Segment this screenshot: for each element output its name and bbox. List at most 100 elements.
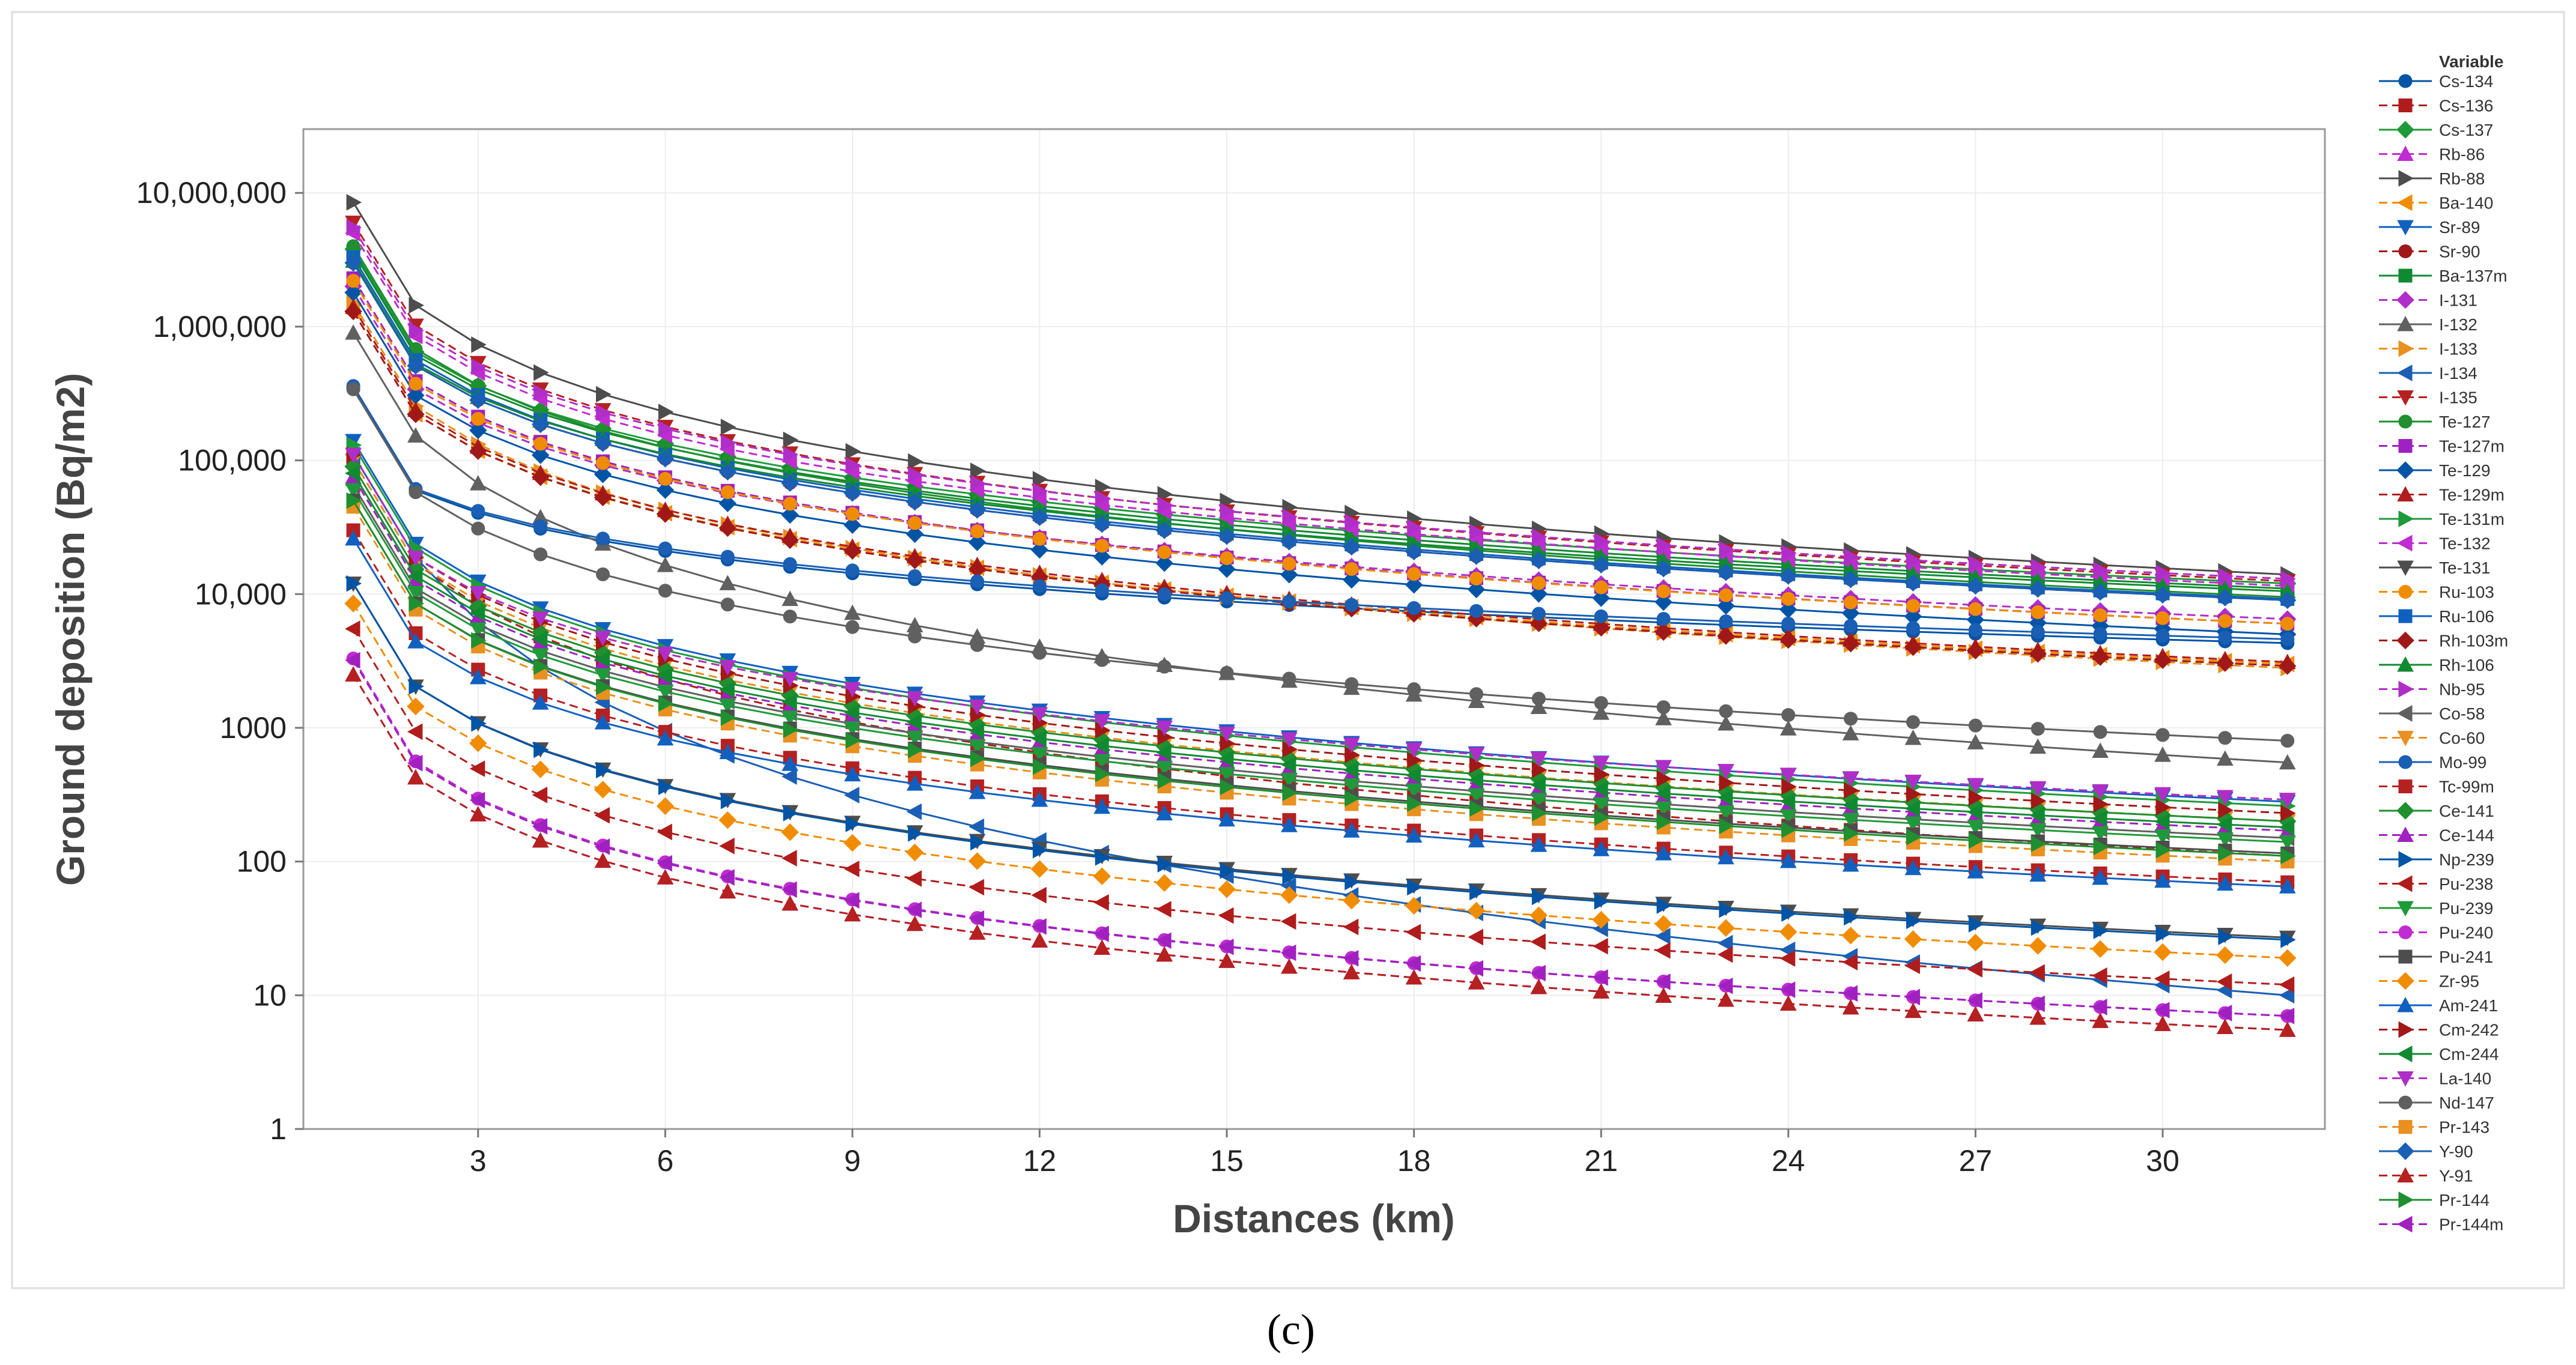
- data-point: [594, 807, 610, 824]
- legend-item-pr-143: Pr-143: [2379, 1118, 2489, 1137]
- series-line: [352, 389, 2288, 742]
- data-point: [346, 575, 362, 592]
- data-point: [1593, 841, 1610, 856]
- data-point: [2280, 847, 2296, 865]
- data-point: [1531, 805, 1548, 822]
- data-point: [1468, 747, 1485, 763]
- data-point: [1592, 555, 1610, 574]
- data-point: [1530, 698, 1548, 715]
- data-point: [594, 852, 612, 868]
- data-point: [1844, 595, 1858, 610]
- data-point: [2398, 925, 2413, 939]
- data-point: [2218, 802, 2234, 819]
- legend-label: Ce-144: [2439, 826, 2494, 845]
- legend-label: Te-127m: [2439, 437, 2505, 456]
- data-point: [594, 631, 612, 646]
- data-point: [1281, 772, 1298, 788]
- data-point: [2278, 657, 2297, 675]
- data-point: [2396, 291, 2414, 309]
- data-point: [1781, 708, 1796, 722]
- data-point: [1218, 750, 1234, 767]
- data-point: [1531, 888, 1548, 906]
- series-line: [352, 473, 2288, 829]
- data-point: [1530, 793, 1548, 808]
- data-point: [719, 681, 735, 698]
- data-point: [1717, 563, 1735, 581]
- data-point: [1405, 783, 1423, 799]
- y-tick-label: 10,000: [195, 577, 287, 611]
- data-point: [1156, 901, 1171, 918]
- data-point: [843, 516, 861, 534]
- data-point: [2029, 823, 2047, 839]
- data-point: [1968, 832, 1984, 849]
- data-point: [1844, 548, 1859, 565]
- data-point: [908, 516, 922, 530]
- data-point: [407, 697, 425, 716]
- data-point: [1280, 756, 1296, 773]
- data-point: [596, 761, 612, 779]
- data-point: [1592, 619, 1610, 637]
- data-point: [657, 869, 674, 885]
- data-point: [594, 465, 612, 483]
- data-point: [968, 784, 986, 799]
- data-point: [1218, 767, 1235, 782]
- legend-item-pu-240: Pu-240: [2379, 924, 2493, 942]
- data-point: [1467, 580, 1486, 599]
- data-point: [1842, 999, 1859, 1015]
- data-point: [906, 901, 922, 919]
- data-point: [407, 586, 424, 602]
- data-point: [968, 879, 985, 896]
- data-point: [968, 910, 985, 927]
- legend-label: Te-131m: [2439, 510, 2505, 528]
- data-point: [469, 442, 487, 460]
- data-point: [1655, 710, 1672, 725]
- data-point: [2398, 755, 2413, 769]
- data-point: [843, 704, 860, 721]
- data-point: [2397, 390, 2414, 406]
- data-point: [2396, 461, 2414, 479]
- data-point: [2154, 586, 2172, 604]
- data-point: [2396, 1215, 2413, 1233]
- data-point: [1656, 770, 1672, 787]
- data-point: [2398, 1120, 2413, 1134]
- data-point: [469, 806, 487, 822]
- data-point: [533, 547, 548, 561]
- series-la-140: [345, 447, 2296, 808]
- data-point: [1343, 964, 1360, 979]
- legend-label: Ru-103: [2439, 583, 2494, 602]
- data-point: [2155, 841, 2172, 859]
- data-point: [1469, 524, 1485, 541]
- data-point: [1781, 821, 1797, 838]
- data-point: [1031, 730, 1047, 747]
- data-point: [1842, 954, 1858, 971]
- data-point: [532, 832, 549, 848]
- data-point: [1906, 599, 1921, 613]
- data-point: [656, 797, 675, 816]
- legend-item-te-127: Te-127: [2379, 413, 2491, 431]
- legend-label: Nb-95: [2439, 680, 2485, 699]
- data-point: [1656, 813, 1672, 831]
- data-point: [2031, 625, 2045, 639]
- data-point: [2216, 832, 2234, 848]
- legend-item-ru-106: Ru-106: [2379, 607, 2494, 626]
- data-point: [1968, 718, 1982, 733]
- series-line: [352, 459, 2288, 823]
- data-point: [2155, 728, 2170, 742]
- data-point: [2155, 611, 2170, 625]
- data-point: [2398, 414, 2413, 429]
- data-point: [471, 336, 487, 353]
- data-point: [345, 666, 362, 682]
- data-point: [2029, 738, 2047, 754]
- data-point: [2093, 838, 2109, 856]
- legend-item-zr-95: Zr-95: [2379, 972, 2479, 991]
- data-point: [2091, 583, 2109, 601]
- data-point: [2029, 995, 2045, 1012]
- data-point: [1968, 916, 1984, 933]
- data-point: [968, 533, 986, 551]
- data-point: [2398, 244, 2413, 258]
- data-point: [970, 834, 986, 851]
- legend-item-y-90: Y-90: [2379, 1142, 2473, 1161]
- data-point: [594, 668, 612, 684]
- data-point: [2397, 1071, 2414, 1087]
- data-point: [1904, 774, 1922, 790]
